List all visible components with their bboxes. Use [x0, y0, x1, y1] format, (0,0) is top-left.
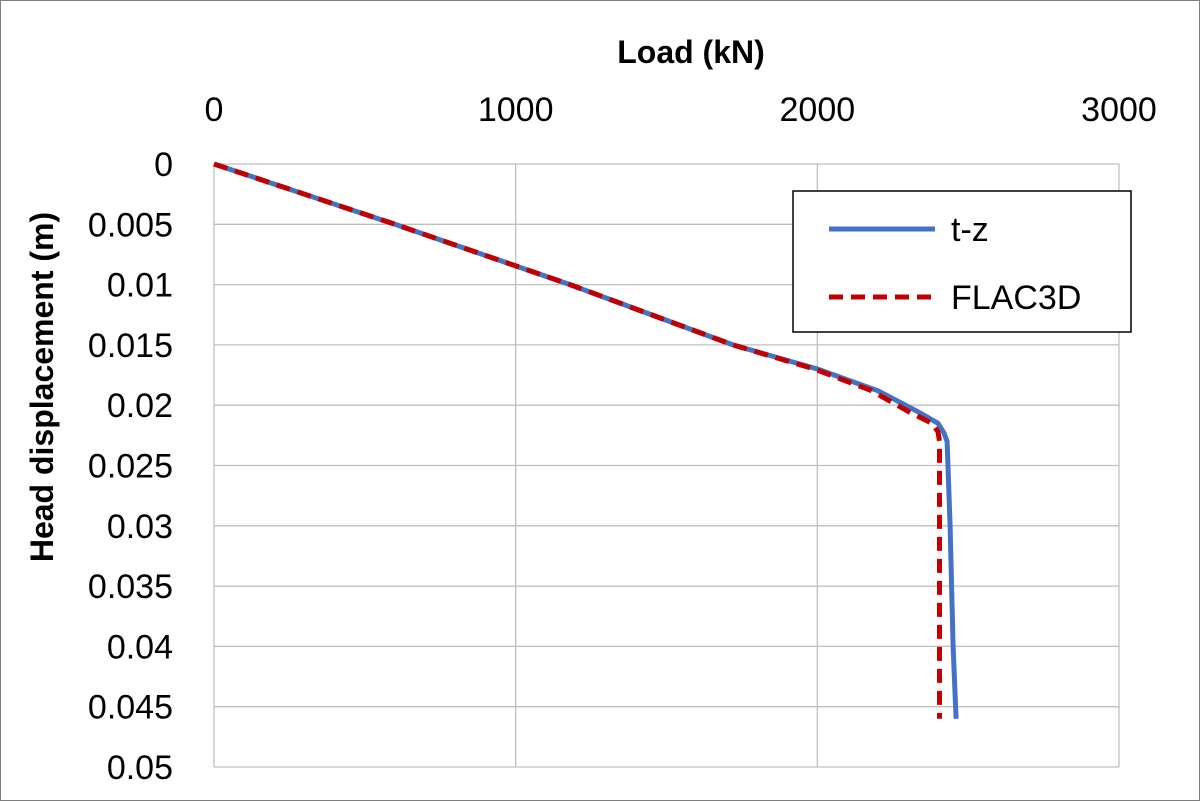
y-axis-title: Head displacement (m) — [24, 212, 60, 562]
legend: t-z FLAC3D — [792, 190, 1132, 333]
y-tick-label: 0.03 — [107, 508, 173, 546]
series-line-flac3d — [213, 161, 942, 719]
x-tick-label: 0 — [205, 91, 224, 129]
x-tick-label: 2000 — [780, 91, 856, 129]
series-layer — [213, 161, 959, 719]
y-tick-label: 0 — [154, 146, 173, 184]
legend-box — [792, 190, 1132, 333]
y-tick-label: 0.025 — [88, 448, 173, 486]
y-tick-labels: 0 0.005 0.01 0.015 0.02 0.025 0.03 0.035 0.04 0.0… — [88, 146, 173, 787]
y-tick-label: 0.04 — [107, 628, 173, 666]
y-tick-label: 0.035 — [88, 568, 173, 606]
x-axis-title: Load (kN) — [617, 34, 765, 70]
legend-label-t-z: t-z — [951, 211, 989, 249]
x-tick-label: 1000 — [478, 91, 554, 129]
x-tick-labels: 0 1000 2000 3000 — [205, 91, 1157, 129]
y-tick-label: 0.005 — [88, 206, 173, 244]
y-tick-label: 0.05 — [107, 749, 173, 787]
legend-label-flac3d: FLAC3D — [951, 279, 1081, 317]
y-tick-label: 0.045 — [88, 689, 173, 727]
grid — [213, 163, 1120, 768]
y-tick-label: 0.02 — [107, 387, 173, 425]
y-tick-label: 0.015 — [88, 327, 173, 365]
x-tick-label: 3000 — [1081, 91, 1157, 129]
y-tick-label: 0.01 — [107, 267, 173, 305]
